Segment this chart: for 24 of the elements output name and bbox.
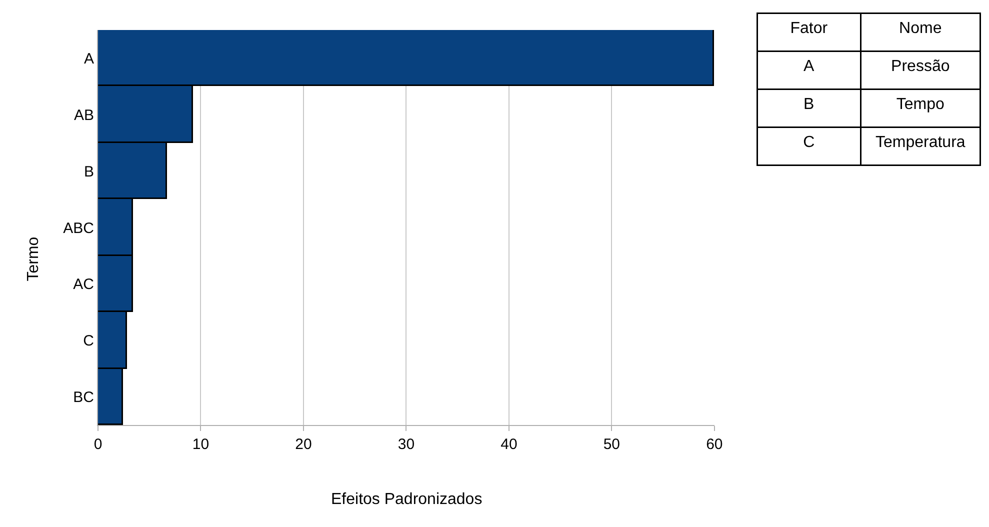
y-tick-label: BC [73, 389, 94, 406]
x-tick-label: 20 [295, 436, 312, 453]
y-tick-label: AC [73, 276, 94, 294]
text: Tempo [896, 96, 944, 113]
text: B [804, 96, 814, 113]
y-tick-label: B [84, 163, 94, 180]
y-axis-title: Termo [25, 236, 42, 282]
text: Pressão [891, 58, 950, 75]
x-tick-label: 40 [500, 436, 518, 453]
y-tick-label: A [84, 50, 94, 68]
x-tick-label: 30 [398, 436, 415, 453]
x-tick-label: 60 [706, 436, 723, 453]
y-tick-label: AB [74, 106, 94, 124]
category-label: Nome [899, 20, 942, 37]
text: C [803, 134, 815, 151]
x-tick-label: 10 [192, 436, 210, 453]
text: A [804, 58, 814, 75]
y-tick-label: ABC [63, 220, 94, 237]
x-tick-label: 0 [94, 436, 102, 453]
x-axis-title: Efeitos Padronizados [331, 491, 482, 508]
text: Temperatura [875, 134, 966, 151]
y-tick-label: C [83, 332, 94, 350]
x-tick-label: 50 [603, 436, 620, 453]
category-label: Fator [790, 20, 828, 37]
